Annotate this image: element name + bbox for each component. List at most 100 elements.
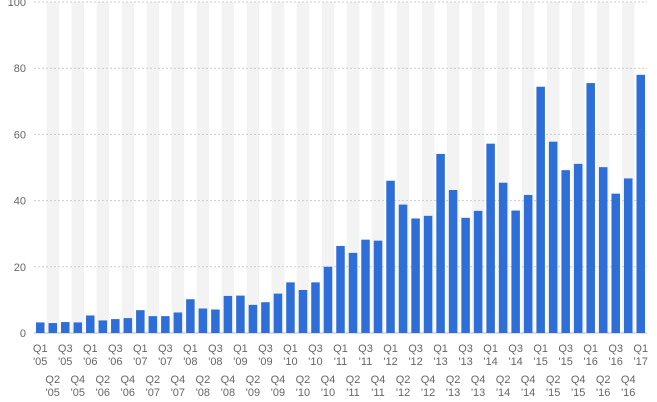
x-tick-label: Q2'08	[196, 374, 211, 399]
x-tick-label: Q4'10	[321, 374, 336, 399]
x-tick-label: Q4'11	[371, 374, 386, 399]
x-tick-label: Q3'14	[508, 343, 523, 368]
y-tick-label: 40	[14, 196, 26, 208]
x-tick-label: Q2'12	[396, 374, 411, 399]
x-tick-label: Q3'08	[208, 343, 223, 368]
bar	[586, 83, 595, 333]
bar	[298, 289, 308, 333]
x-tick-label: Q3'15	[558, 343, 573, 368]
bar	[311, 282, 320, 333]
x-tick-label: Q3'05	[58, 343, 73, 368]
y-tick-label: 0	[20, 328, 26, 340]
x-tick-label: Q4'07	[171, 374, 186, 399]
bar	[436, 153, 445, 333]
x-tick-label: Q3'13	[458, 343, 473, 368]
bar	[273, 293, 283, 333]
x-tick-label: Q2'10	[296, 374, 311, 399]
bar	[561, 170, 570, 333]
x-tick-label: Q1'10	[283, 343, 298, 368]
x-tick-label: Q1'17	[633, 343, 648, 368]
bar	[486, 143, 495, 333]
bar	[611, 193, 620, 333]
x-tick-label: Q4'09	[271, 374, 286, 399]
background-band	[171, 2, 185, 333]
x-tick-label: Q3'12	[408, 343, 423, 368]
y-tick-label: 20	[14, 262, 26, 274]
x-tick-label: Q3'16	[608, 343, 623, 368]
bar	[336, 245, 345, 333]
x-tick-label: Q4'13	[471, 374, 486, 399]
x-tick-label: Q4'06	[120, 374, 135, 399]
x-tick-label: Q1'13	[433, 343, 448, 368]
background-band	[321, 2, 335, 333]
bar	[361, 239, 370, 333]
bar	[186, 299, 195, 333]
bar	[423, 215, 433, 333]
bar	[98, 320, 108, 333]
bar	[248, 304, 258, 333]
bar	[48, 323, 58, 333]
x-tick-label: Q4'16	[621, 374, 636, 399]
background-band	[346, 2, 360, 333]
bar	[286, 282, 295, 333]
x-axis: Q1'05 Q2'05 Q3'05 Q4'05 Q1'06 Q2'06 Q3'06 Q4'06…	[33, 343, 648, 399]
background-band	[246, 2, 260, 333]
x-tick-label: Q2'07	[146, 374, 161, 399]
x-tick-label: Q4'05	[70, 374, 85, 399]
bar	[623, 178, 633, 333]
bars	[36, 74, 645, 334]
bar	[261, 302, 270, 333]
bar	[373, 240, 383, 333]
bar	[473, 210, 483, 333]
x-tick-label: Q1'16	[583, 343, 598, 368]
x-tick-label: Q3'06	[108, 343, 123, 368]
x-tick-label: Q1'09	[233, 343, 248, 368]
x-tick-label: Q2'11	[346, 374, 361, 399]
x-tick-label: Q1'15	[533, 343, 548, 368]
x-tick-label: Q1'12	[383, 343, 398, 368]
bar	[498, 182, 508, 333]
y-tick-label: 80	[14, 63, 26, 75]
bar	[548, 141, 558, 333]
bar	[636, 74, 645, 333]
bar	[411, 218, 420, 333]
background-band	[96, 2, 110, 333]
bar	[536, 86, 545, 334]
bar	[223, 295, 233, 333]
y-tick-label: 60	[14, 129, 26, 141]
x-tick-label: Q4'12	[421, 374, 436, 399]
background-band	[46, 2, 60, 333]
x-tick-label: Q2'16	[596, 374, 611, 399]
x-tick-label: Q1'07	[133, 343, 148, 368]
background-band	[71, 2, 85, 333]
bar	[161, 316, 170, 333]
bar	[386, 180, 395, 333]
background-band	[121, 2, 135, 333]
x-tick-label: Q2'15	[546, 374, 561, 399]
bar	[136, 310, 145, 333]
bar	[148, 316, 158, 333]
bar	[348, 252, 358, 333]
x-tick-label: Q2'09	[246, 374, 261, 399]
bar	[211, 309, 220, 333]
x-tick-label: Q2'14	[496, 374, 511, 399]
bar	[111, 319, 120, 333]
x-tick-label: Q4'15	[571, 374, 586, 399]
bar	[61, 322, 70, 333]
x-tick-label: Q3'07	[158, 343, 173, 368]
x-tick-label: Q4'08	[221, 374, 236, 399]
background-band	[296, 2, 310, 333]
x-tick-label: Q2'06	[95, 374, 110, 399]
bar	[198, 308, 208, 333]
y-tick-label: 100	[8, 0, 26, 9]
background-band	[271, 2, 285, 333]
bar	[73, 322, 83, 333]
x-tick-label: Q3'11	[358, 343, 373, 368]
bar	[236, 295, 245, 333]
bar	[598, 167, 608, 333]
bar	[86, 315, 95, 333]
x-tick-label: Q4'14	[521, 374, 536, 399]
bar	[448, 190, 458, 333]
x-tick-label: Q3'09	[258, 343, 273, 368]
